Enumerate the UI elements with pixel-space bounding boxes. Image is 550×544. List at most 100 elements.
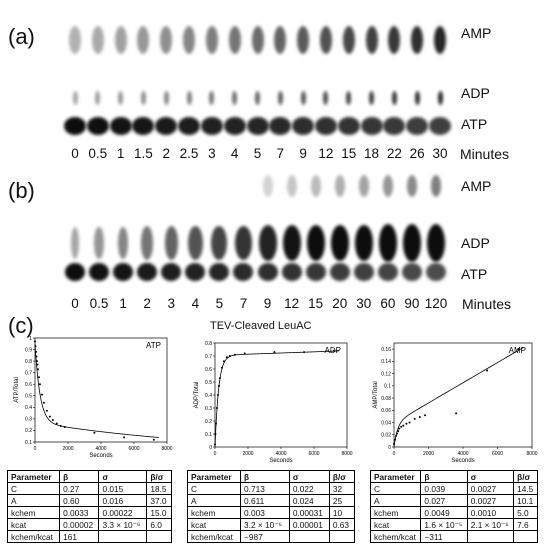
data-point [217,384,220,387]
table-cell: 0.0027 [466,494,515,507]
lane-label-a: 15 [341,146,357,161]
y-tick-label: 0.2 [25,428,32,434]
table-row: A 0.027 0.0027 10.1 [369,494,538,507]
x-tick-label: 8000 [341,451,352,457]
gel-b-atp-label: ATP [461,266,488,282]
lane-label-b: 1 [119,296,127,311]
amp-band [205,26,218,54]
table-cell: 15.0 [146,506,172,519]
atp-band [281,263,302,281]
y-tick-label: 0.9 [25,347,32,353]
data-point [40,393,43,396]
plot-frame [393,342,533,448]
atp-band [305,263,326,281]
atp-band [178,117,201,135]
data-point [37,376,40,379]
y-tick-label: 0.5 [25,394,32,400]
fit-line [214,350,339,448]
data-point [93,431,96,434]
table-cell: A [186,494,242,507]
data-point [398,427,401,430]
table-cell: 0.0010 [466,506,515,519]
x-tick-label: 4000 [457,451,468,457]
atp-band [383,117,406,135]
x-tick-label: 2000 [423,451,434,457]
table-cell: 0.713 [240,482,290,495]
table-row: kcat 3.2 × 10⁻⁶ 0.00001 0.63 [186,518,356,531]
amp-band [365,26,378,54]
data-point [42,401,45,404]
y-tick-label: 0.6 [25,382,32,388]
data-point [228,355,231,357]
table-cell: 0.00022 [98,506,148,519]
amp-band [358,175,369,197]
table-row: kchem/kcat −987 [186,530,356,543]
table-cell: 1.6 × 10⁻⁵ [420,518,468,531]
atp-band [161,263,182,281]
atp-band [132,117,155,135]
lane-label-a: 18 [364,146,380,161]
lane-label-b: 7 [239,296,248,311]
amp-band [411,26,424,54]
atp-band [401,263,422,281]
adp-band [427,224,445,262]
atp-band [109,117,132,135]
x-axis-label: Seconds [89,453,112,459]
amp-band [251,26,264,54]
table-header-cell: Parameter [6,470,61,483]
table-cell: 18.5 [146,482,172,495]
table-cell: 0.027 [420,494,468,507]
x-tick-label: 6000 [492,451,503,457]
adp-band [346,91,352,105]
x-axis-label: Seconds [451,458,474,464]
lane-label-b: 12 [284,296,300,311]
x-tick-label: 4000 [95,446,106,452]
atp-band [113,263,134,281]
table-header-cell: β/σ [328,470,356,483]
data-point [152,438,155,441]
table-cell: C [6,482,61,495]
data-point [51,419,54,422]
lane-label-b: 15 [308,296,324,311]
data-point [400,425,403,428]
y-tick-label: 0.08 [381,396,391,402]
panel-a-letter: (a) [8,24,35,49]
table-cell: 0.63 [328,518,356,531]
y-tick-label: 0.8 [25,359,32,365]
amp-band [297,26,310,54]
lane-label-b: 2 [143,296,151,311]
table-cell: kcat [6,518,61,531]
table-cell: kcat [186,518,242,531]
table-header-row: Parameter β σ β/σ [186,470,356,483]
data-point [35,355,38,358]
amp-band [274,26,287,54]
data-point [408,421,411,424]
table-cell: 2.1 × 10⁻⁶ [466,518,515,531]
data-point [36,368,39,371]
y-tick-label: 0 [388,445,391,451]
adp-band [188,226,203,260]
table-cell: A [6,494,61,507]
lane-label-b: 9 [263,296,272,311]
table-cell: kchem/kcat [186,530,242,543]
gel-b [60,168,455,290]
adp-band [118,91,124,105]
adp-band [306,225,325,261]
lane-label-a: 1.5 [134,146,153,161]
amp-band [160,26,173,54]
table-row: kchem 0.0049 0.0010 5.0 [369,506,538,519]
plot-frame [34,337,168,443]
gel-a-adp-label: ADP [461,85,490,101]
data-point [418,416,421,419]
adp-band [232,91,238,105]
amp-band [334,175,345,197]
table-cell: 0.0027 [466,482,515,495]
data-point [214,422,217,425]
data-point [517,348,520,351]
data-point [233,353,236,356]
atp-band [429,117,451,135]
atp-band [292,117,315,135]
lane-label-a: 0 [71,146,79,161]
table-row: kchem 0.003 0.00031 10 [186,506,356,519]
data-point [397,430,400,433]
